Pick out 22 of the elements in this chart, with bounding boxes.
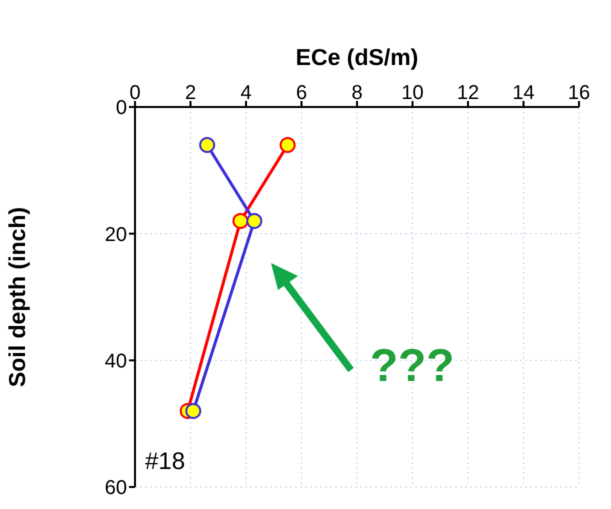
annotation: #18 xyxy=(145,448,186,476)
y-axis-title: Soil depth (inch) xyxy=(4,206,30,388)
x-tick-label: 0 xyxy=(129,82,141,104)
point xyxy=(185,403,202,419)
x-axis-title: ECe (dS/m) xyxy=(296,44,418,70)
point xyxy=(232,213,248,229)
x-tick-label: 12 xyxy=(456,82,480,104)
x-tick-label: 2 xyxy=(184,82,196,104)
x-tick-label: 8 xyxy=(351,82,363,104)
x-tick-label: 14 xyxy=(512,82,535,104)
x-tick-label: 4 xyxy=(240,82,252,104)
point xyxy=(199,137,216,153)
y-tick-label: 0 xyxy=(116,97,127,120)
x-tick-label: 16 xyxy=(568,82,590,104)
annotation: ??? xyxy=(370,338,454,392)
y-tick-label: 60 xyxy=(104,477,127,500)
x-tick-label: 10 xyxy=(401,82,424,104)
x-tick-label: 6 xyxy=(296,82,308,104)
y-tick-label: 40 xyxy=(104,350,127,372)
point xyxy=(246,213,262,229)
y-tick-label: 20 xyxy=(104,224,127,246)
point xyxy=(280,137,296,153)
